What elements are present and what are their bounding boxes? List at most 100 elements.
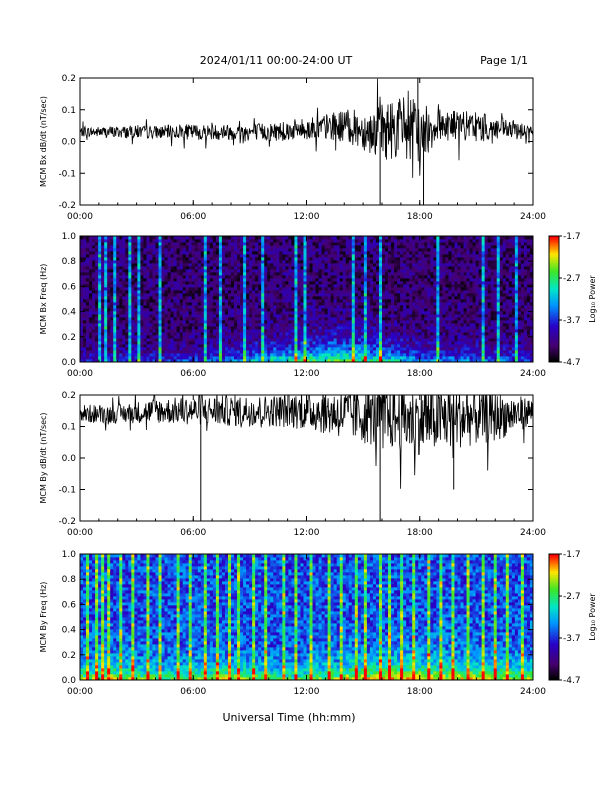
heatmap-cell: [276, 332, 280, 336]
heatmap-cell: [252, 359, 256, 363]
heatmap-cell: [95, 275, 99, 279]
heatmap-cell: [140, 242, 144, 246]
heatmap-cell: [203, 245, 208, 249]
heatmap-cell: [191, 260, 196, 264]
y-tick-label: 0.2: [62, 74, 76, 84]
heatmap-cell: [264, 251, 268, 255]
heatmap-cell: [315, 332, 319, 336]
heatmap-cell: [212, 356, 217, 360]
heatmap-cell: [215, 305, 220, 309]
heatmap-cell: [179, 317, 184, 321]
heatmap-cell: [252, 305, 256, 309]
heatmap-cell: [418, 251, 422, 255]
heatmap-cell: [303, 260, 307, 264]
heatmap-cell: [375, 350, 380, 354]
heatmap-cell: [86, 326, 90, 330]
heatmap-cell: [92, 299, 96, 303]
heatmap-cell: [149, 242, 153, 246]
heatmap-cell: [215, 347, 220, 351]
heatmap-cell: [158, 296, 162, 300]
heatmap-cell: [261, 314, 265, 318]
heatmap-cell: [255, 248, 259, 252]
heatmap-cell: [231, 260, 235, 264]
heatmap-cell: [182, 302, 187, 306]
heatmap-cell: [209, 275, 214, 279]
heatmap-cell: [418, 317, 422, 321]
heatmap-cell: [89, 353, 93, 357]
heatmap-cell: [406, 257, 410, 261]
heatmap-cell: [357, 242, 362, 246]
heatmap-cell: [336, 242, 341, 246]
heatmap-cell: [406, 293, 410, 297]
heatmap-cell: [92, 290, 96, 294]
heatmap-cell: [406, 341, 410, 345]
heatmap-cell: [243, 341, 247, 345]
heatmap-cell: [382, 299, 386, 303]
heatmap-cell: [197, 326, 202, 330]
heatmap-cell: [282, 329, 286, 333]
heatmap-cell: [134, 326, 138, 330]
heatmap-cell: [273, 278, 277, 282]
heatmap-cell: [391, 293, 395, 297]
heatmap-cell: [348, 290, 353, 294]
heatmap-cell: [276, 290, 280, 294]
heatmap-cell: [391, 245, 395, 249]
heatmap-cell: [237, 341, 241, 345]
heatmap-cell: [119, 296, 123, 300]
heatmap-cell: [282, 287, 286, 291]
heatmap-cell: [131, 320, 135, 324]
heatmap-cell: [243, 332, 247, 336]
heatmap-cell: [303, 278, 307, 282]
heatmap-cell: [179, 239, 184, 243]
heatmap-cell: [149, 281, 153, 285]
heatmap-cell: [378, 350, 383, 354]
heatmap-cell: [406, 329, 410, 333]
heatmap-cell: [116, 287, 120, 291]
heatmap-cell: [270, 272, 274, 276]
heatmap-cell: [134, 236, 138, 240]
heatmap-cell: [318, 284, 322, 288]
heatmap-cell: [170, 305, 175, 309]
heatmap-cell: [113, 278, 117, 282]
heatmap-cell: [212, 359, 217, 363]
heatmap-cell: [197, 269, 202, 273]
heatmap-cell: [116, 293, 120, 297]
heatmap-cell: [155, 254, 159, 258]
heatmap-cell: [237, 329, 241, 333]
heatmap-cell: [264, 284, 268, 288]
heatmap-cell: [146, 317, 150, 321]
heatmap-cell: [363, 353, 368, 357]
heatmap-cell: [424, 335, 428, 339]
heatmap-cell: [119, 311, 123, 315]
heatmap-cell: [300, 308, 304, 312]
heatmap-cell: [176, 314, 181, 318]
heatmap-cell: [107, 254, 111, 258]
heatmap-cell: [388, 296, 392, 300]
heatmap-cell: [321, 236, 326, 240]
heatmap-cell: [415, 356, 419, 360]
heatmap-cell: [312, 266, 316, 270]
heatmap-cell: [294, 245, 298, 249]
heatmap-cell: [330, 320, 335, 324]
heatmap-cell: [155, 347, 159, 351]
heatmap-cell: [409, 296, 413, 300]
heatmap-cell: [176, 326, 181, 330]
heatmap-cell: [224, 245, 229, 249]
heatmap-cell: [366, 311, 371, 315]
heatmap-cell: [258, 290, 262, 294]
heatmap-cell: [140, 356, 144, 360]
heatmap-cell: [200, 266, 205, 270]
heatmap-cell: [415, 239, 419, 243]
heatmap-cell: [215, 296, 220, 300]
heatmap-cell: [294, 305, 298, 309]
heatmap-cell: [89, 275, 93, 279]
heatmap-cell: [80, 344, 84, 348]
heatmap-cell: [385, 311, 389, 315]
heatmap-cell: [345, 290, 350, 294]
heatmap-cell: [80, 236, 84, 240]
heatmap-cell: [400, 347, 404, 351]
heatmap-cell: [303, 248, 307, 252]
heatmap-cell: [258, 293, 262, 297]
heatmap-cell: [345, 266, 350, 270]
heatmap-cell: [421, 269, 425, 273]
